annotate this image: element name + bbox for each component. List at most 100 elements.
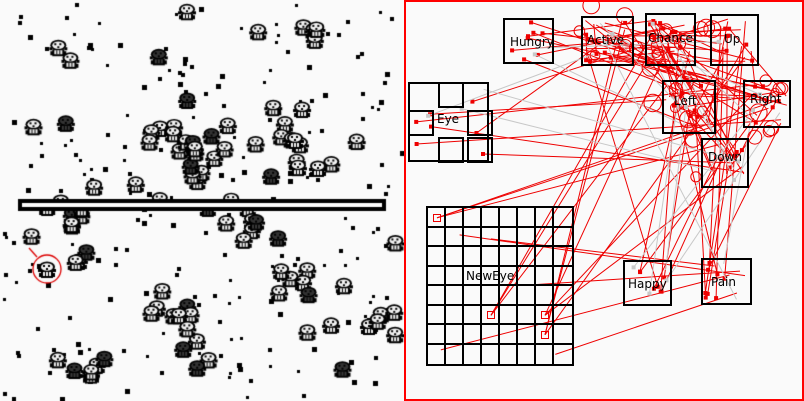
neuron-ring[interactable] bbox=[763, 120, 780, 137]
new-eye-cell-1-3[interactable] bbox=[482, 227, 500, 247]
neuron-ring[interactable] bbox=[770, 87, 780, 97]
neuron-ring[interactable] bbox=[650, 37, 670, 56]
new-eye-cell-7-0[interactable] bbox=[428, 344, 446, 364]
brain-node-up[interactable] bbox=[710, 14, 759, 66]
new-eye-cell-3-6[interactable] bbox=[536, 266, 554, 286]
new-eye-cell-5-4[interactable] bbox=[500, 305, 518, 325]
neuron-ring[interactable] bbox=[749, 103, 768, 122]
new-eye-cell-6-3[interactable] bbox=[482, 325, 500, 345]
new-eye-cell-5-5[interactable] bbox=[518, 305, 536, 325]
new-eye-cell-4-2[interactable] bbox=[464, 286, 482, 306]
new-eye-cell-4-1[interactable] bbox=[446, 286, 464, 306]
new-eye-active-cell-2[interactable] bbox=[541, 311, 549, 320]
neuron-ring[interactable] bbox=[683, 122, 697, 136]
new-eye-cell-7-6[interactable] bbox=[536, 344, 554, 364]
new-eye-cell-1-1[interactable] bbox=[446, 227, 464, 247]
new-eye-cell-0-4[interactable] bbox=[500, 208, 518, 228]
neuron-ring[interactable] bbox=[747, 129, 763, 145]
neuron-ring[interactable] bbox=[690, 171, 702, 183]
brain-node-down[interactable] bbox=[701, 138, 749, 188]
new-eye-cell-4-5[interactable] bbox=[518, 286, 536, 306]
new-eye-cell-3-1[interactable] bbox=[446, 266, 464, 286]
neuron-ring[interactable] bbox=[651, 48, 664, 61]
new-eye-cell-3-7[interactable] bbox=[554, 267, 572, 286]
eye-sub-cell-0[interactable] bbox=[438, 82, 464, 108]
new-eye-cell-2-3[interactable] bbox=[482, 247, 500, 267]
brain-view-panel[interactable]: Hungry Active Chance Up Eye Left Right Down Happ… bbox=[404, 0, 804, 401]
eye-sub-cell-2[interactable] bbox=[467, 110, 493, 136]
new-eye-cell-5-1[interactable] bbox=[446, 305, 464, 325]
new-eye-cell-5-7[interactable] bbox=[554, 306, 572, 325]
neuron-ring[interactable] bbox=[641, 58, 660, 77]
new-eye-cell-2-6[interactable] bbox=[536, 247, 554, 267]
new-eye-cell-2-7[interactable] bbox=[554, 247, 572, 267]
neuron-ring[interactable] bbox=[589, 49, 601, 61]
neuron-ring[interactable] bbox=[775, 82, 789, 95]
neuron-ring[interactable] bbox=[643, 93, 662, 113]
neuron-ring[interactable] bbox=[616, 7, 634, 25]
new-eye-cell-3-2[interactable] bbox=[464, 266, 482, 286]
brain-node-happy[interactable] bbox=[623, 260, 672, 306]
neuron-ring[interactable] bbox=[670, 102, 681, 113]
world-view-panel[interactable] bbox=[0, 0, 404, 401]
new-eye-active-cell-1[interactable] bbox=[487, 311, 495, 320]
new-eye-cell-6-2[interactable] bbox=[464, 325, 482, 345]
new-eye-cell-6-1[interactable] bbox=[446, 325, 464, 345]
new-eye-cell-6-5[interactable] bbox=[518, 325, 536, 345]
new-eye-cell-6-0[interactable] bbox=[428, 325, 446, 345]
new-eye-cell-7-3[interactable] bbox=[482, 344, 500, 364]
new-eye-cell-7-7[interactable] bbox=[554, 345, 572, 365]
new-eye-cell-0-7[interactable] bbox=[554, 208, 572, 228]
new-eye-cell-7-5[interactable] bbox=[518, 344, 536, 364]
brain-node-active[interactable] bbox=[581, 16, 634, 66]
new-eye-cell-0-3[interactable] bbox=[482, 208, 500, 228]
new-eye-active-cell-0[interactable] bbox=[433, 213, 441, 222]
neuron-ring[interactable] bbox=[582, 2, 600, 15]
brain-node-right[interactable] bbox=[743, 80, 791, 128]
neuron-ring[interactable] bbox=[697, 18, 716, 37]
new-eye-cell-6-7[interactable] bbox=[554, 325, 572, 345]
brain-node-pain[interactable] bbox=[701, 258, 752, 305]
new-eye-cell-7-1[interactable] bbox=[446, 344, 464, 364]
neuron-ring[interactable] bbox=[762, 125, 776, 138]
new-eye-cell-4-4[interactable] bbox=[500, 286, 518, 306]
neuron-ring[interactable] bbox=[679, 110, 698, 129]
brain-node-chance[interactable] bbox=[645, 13, 696, 66]
neuron-ring[interactable] bbox=[573, 25, 586, 37]
new-eye-cell-3-0[interactable] bbox=[428, 266, 446, 286]
eye-sub-cell-3[interactable] bbox=[438, 137, 464, 163]
new-eye-cell-5-2[interactable] bbox=[464, 305, 482, 325]
new-eye-cell-7-4[interactable] bbox=[500, 344, 518, 364]
new-eye-cell-6-4[interactable] bbox=[500, 325, 518, 345]
new-eye-cell-2-4[interactable] bbox=[500, 247, 518, 267]
neuron-ring[interactable] bbox=[629, 40, 644, 56]
new-eye-cell-5-3[interactable] bbox=[482, 305, 500, 325]
new-eye-cell-5-0[interactable] bbox=[428, 305, 446, 325]
brain-node-hungry[interactable] bbox=[503, 18, 554, 64]
new-eye-cell-4-7[interactable] bbox=[554, 286, 572, 306]
new-eye-cell-1-7[interactable] bbox=[554, 228, 572, 247]
new-eye-cell-4-3[interactable] bbox=[482, 286, 500, 306]
new-eye-cell-4-6[interactable] bbox=[536, 286, 554, 306]
new-eye-cell-5-6[interactable] bbox=[536, 305, 554, 325]
new-eye-active-cell-3[interactable] bbox=[541, 330, 549, 339]
new-eye-cell-0-1[interactable] bbox=[446, 208, 464, 228]
eye-sub-cell-4[interactable] bbox=[467, 137, 493, 163]
neuron-ring[interactable] bbox=[667, 30, 682, 45]
neuron-ring[interactable] bbox=[658, 23, 673, 38]
new-eye-cell-1-2[interactable] bbox=[464, 227, 482, 247]
new-eye-grid[interactable] bbox=[426, 206, 574, 366]
neuron-ring[interactable] bbox=[703, 20, 722, 39]
new-eye-cell-1-5[interactable] bbox=[518, 227, 536, 247]
new-eye-cell-2-0[interactable] bbox=[428, 247, 446, 267]
new-eye-cell-4-0[interactable] bbox=[428, 286, 446, 306]
neuron-ring[interactable] bbox=[618, 39, 633, 53]
eye-sub-cell-1[interactable] bbox=[408, 110, 434, 136]
neuron-ring[interactable] bbox=[668, 82, 684, 97]
new-eye-cell-1-4[interactable] bbox=[500, 227, 518, 247]
new-eye-cell-0-6[interactable] bbox=[536, 208, 554, 228]
new-eye-cell-6-6[interactable] bbox=[536, 325, 554, 345]
neuron-ring[interactable] bbox=[697, 105, 708, 117]
world-simulation-canvas[interactable] bbox=[0, 0, 404, 401]
new-eye-cell-3-3[interactable] bbox=[482, 266, 500, 286]
